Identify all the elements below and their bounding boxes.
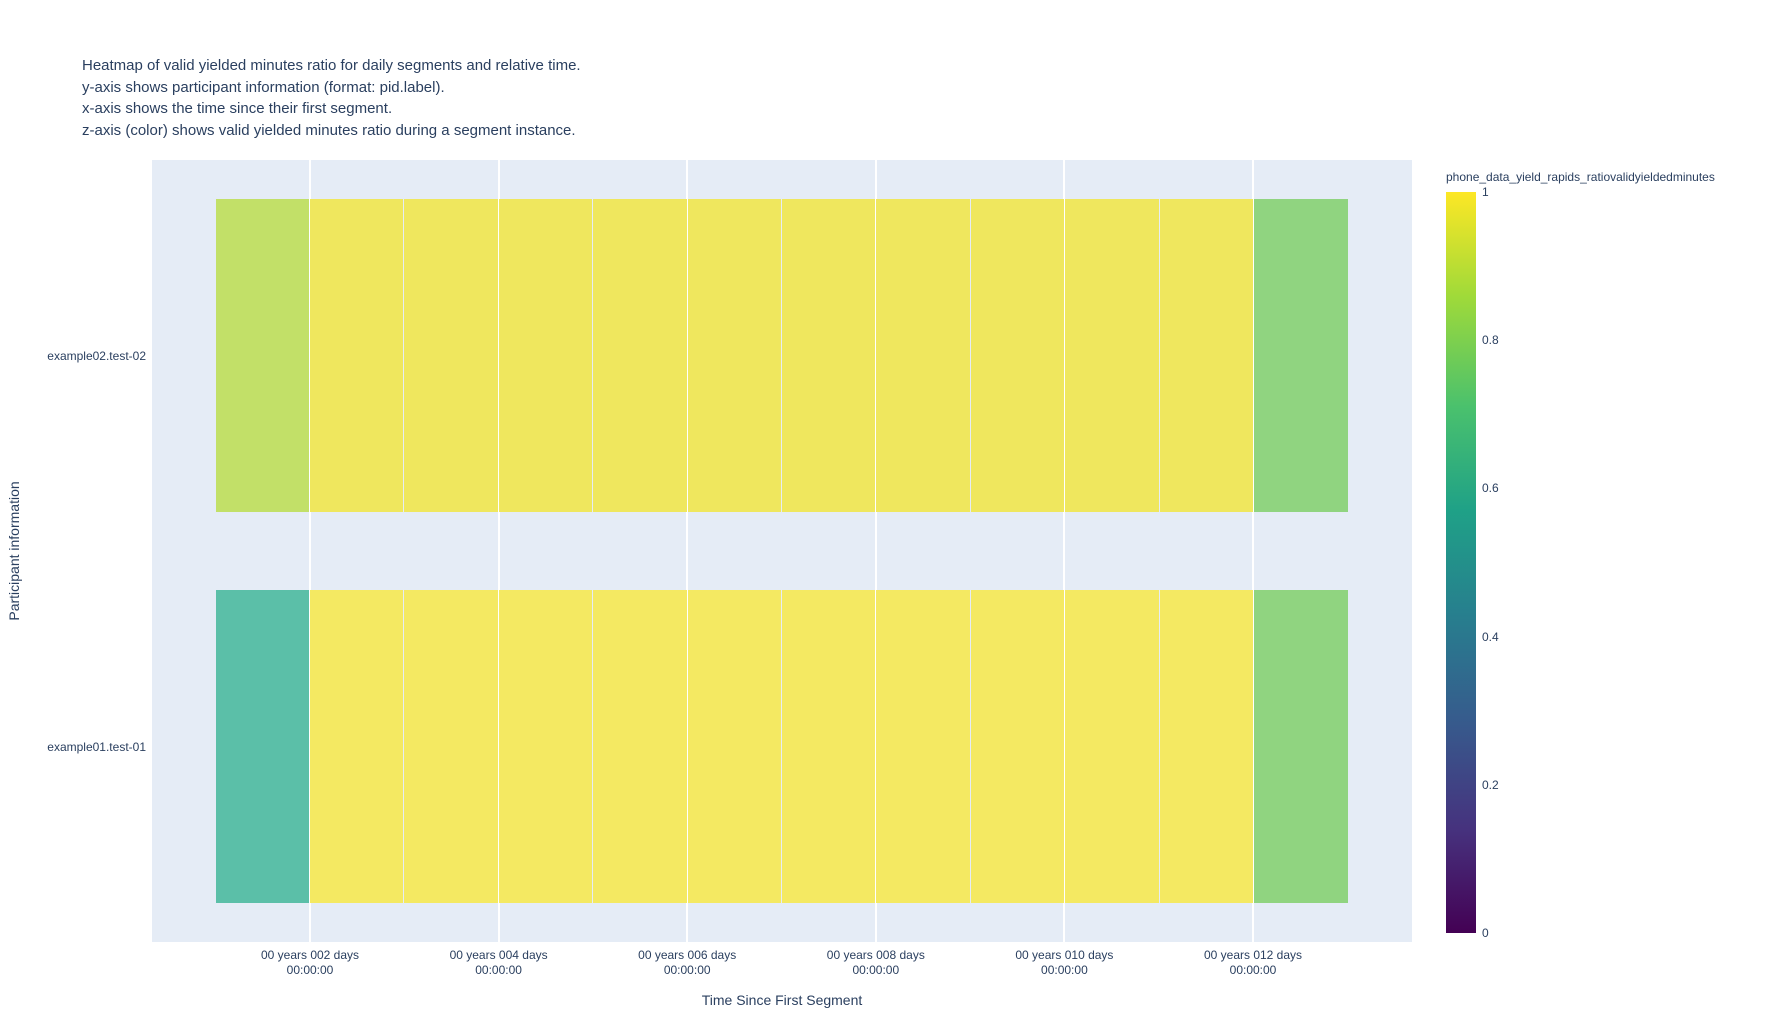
- x-tick-label: 00 years 012 days 00:00:00: [1203, 948, 1303, 977]
- heatmap-cell[interactable]: [498, 199, 593, 512]
- colorbar-tick-label: 0.2: [1482, 777, 1499, 792]
- colorbar-tick-label: 0.8: [1482, 333, 1499, 348]
- heatmap-cell[interactable]: [1254, 590, 1348, 903]
- chart-title-line-2: y-axis shows participant information (fo…: [82, 78, 445, 96]
- chart-title: Heatmap of valid yielded minutes ratio f…: [82, 55, 581, 141]
- heatmap-cell[interactable]: [1159, 199, 1254, 512]
- heatmap-cell[interactable]: [970, 199, 1065, 512]
- heatmap-cell[interactable]: [1065, 590, 1159, 903]
- y-tick-label-example02: example02.test-02: [47, 348, 146, 363]
- y-axis-title: Participant information: [6, 481, 22, 621]
- heatmap-cell[interactable]: [687, 590, 782, 903]
- heatmap-cell[interactable]: [404, 199, 498, 512]
- heatmap-cell[interactable]: [498, 590, 593, 903]
- heatmap-cell[interactable]: [593, 199, 687, 512]
- heatmap-cell[interactable]: [1254, 199, 1348, 512]
- colorbar-gradient: [1446, 192, 1476, 933]
- colorbar-tick-label: 0.4: [1482, 629, 1499, 644]
- heatmap-cell[interactable]: [687, 199, 782, 512]
- colorbar-title: phone_data_yield_rapids_ratiovalidyielde…: [1446, 170, 1715, 184]
- colorbar-tick-label: 0.6: [1482, 481, 1499, 496]
- x-gridline: [309, 160, 311, 942]
- x-tick-label: 00 years 006 days 00:00:00: [638, 948, 737, 977]
- x-axis-title: Time Since First Segment: [701, 992, 863, 1008]
- x-tick-label: 00 years 004 days 00:00:00: [449, 948, 548, 977]
- y-tick-label-example01: example01.test-01: [47, 739, 146, 754]
- x-gridline: [686, 160, 689, 942]
- heatmap-cell[interactable]: [309, 590, 404, 903]
- chart-title-line-4: z-axis (color) shows valid yielded minut…: [82, 121, 576, 139]
- heatmap-cell[interactable]: [1065, 199, 1159, 512]
- heatmap-cell[interactable]: [970, 590, 1065, 903]
- heatmap-cell[interactable]: [1159, 590, 1254, 903]
- heatmap-cell[interactable]: [309, 199, 404, 512]
- heatmap-cell[interactable]: [215, 590, 309, 903]
- colorbar-tick-label: 0: [1482, 926, 1489, 940]
- x-gridline: [497, 160, 500, 942]
- x-gridline: [1252, 160, 1254, 942]
- chart-title-line-1: Heatmap of valid yielded minutes ratio f…: [82, 57, 581, 74]
- heatmap-cell[interactable]: [593, 590, 687, 903]
- heatmap-cell[interactable]: [782, 199, 876, 512]
- x-tick-label: 00 years 010 days 00:00:00: [1015, 948, 1114, 977]
- x-tick-label: 00 years 008 days 00:00:00: [826, 948, 925, 977]
- heatmap-row-example01: [215, 590, 1348, 903]
- heatmap-cell[interactable]: [876, 590, 970, 903]
- heatmap-cell[interactable]: [876, 199, 970, 512]
- heatmap-cell[interactable]: [782, 590, 876, 903]
- x-tick-label: 00 years 002 days 00:00:00: [260, 948, 360, 977]
- x-gridline: [1063, 160, 1066, 942]
- colorbar-tick-label: 1: [1482, 185, 1489, 199]
- chart-title-line-3: x-axis shows the time since their first …: [82, 100, 393, 117]
- heatmap-row-example02: [215, 199, 1348, 512]
- heatmap-cell[interactable]: [215, 199, 309, 512]
- heatmap-cell[interactable]: [404, 590, 498, 903]
- x-gridline: [874, 160, 877, 942]
- plot-area[interactable]: [152, 160, 1412, 942]
